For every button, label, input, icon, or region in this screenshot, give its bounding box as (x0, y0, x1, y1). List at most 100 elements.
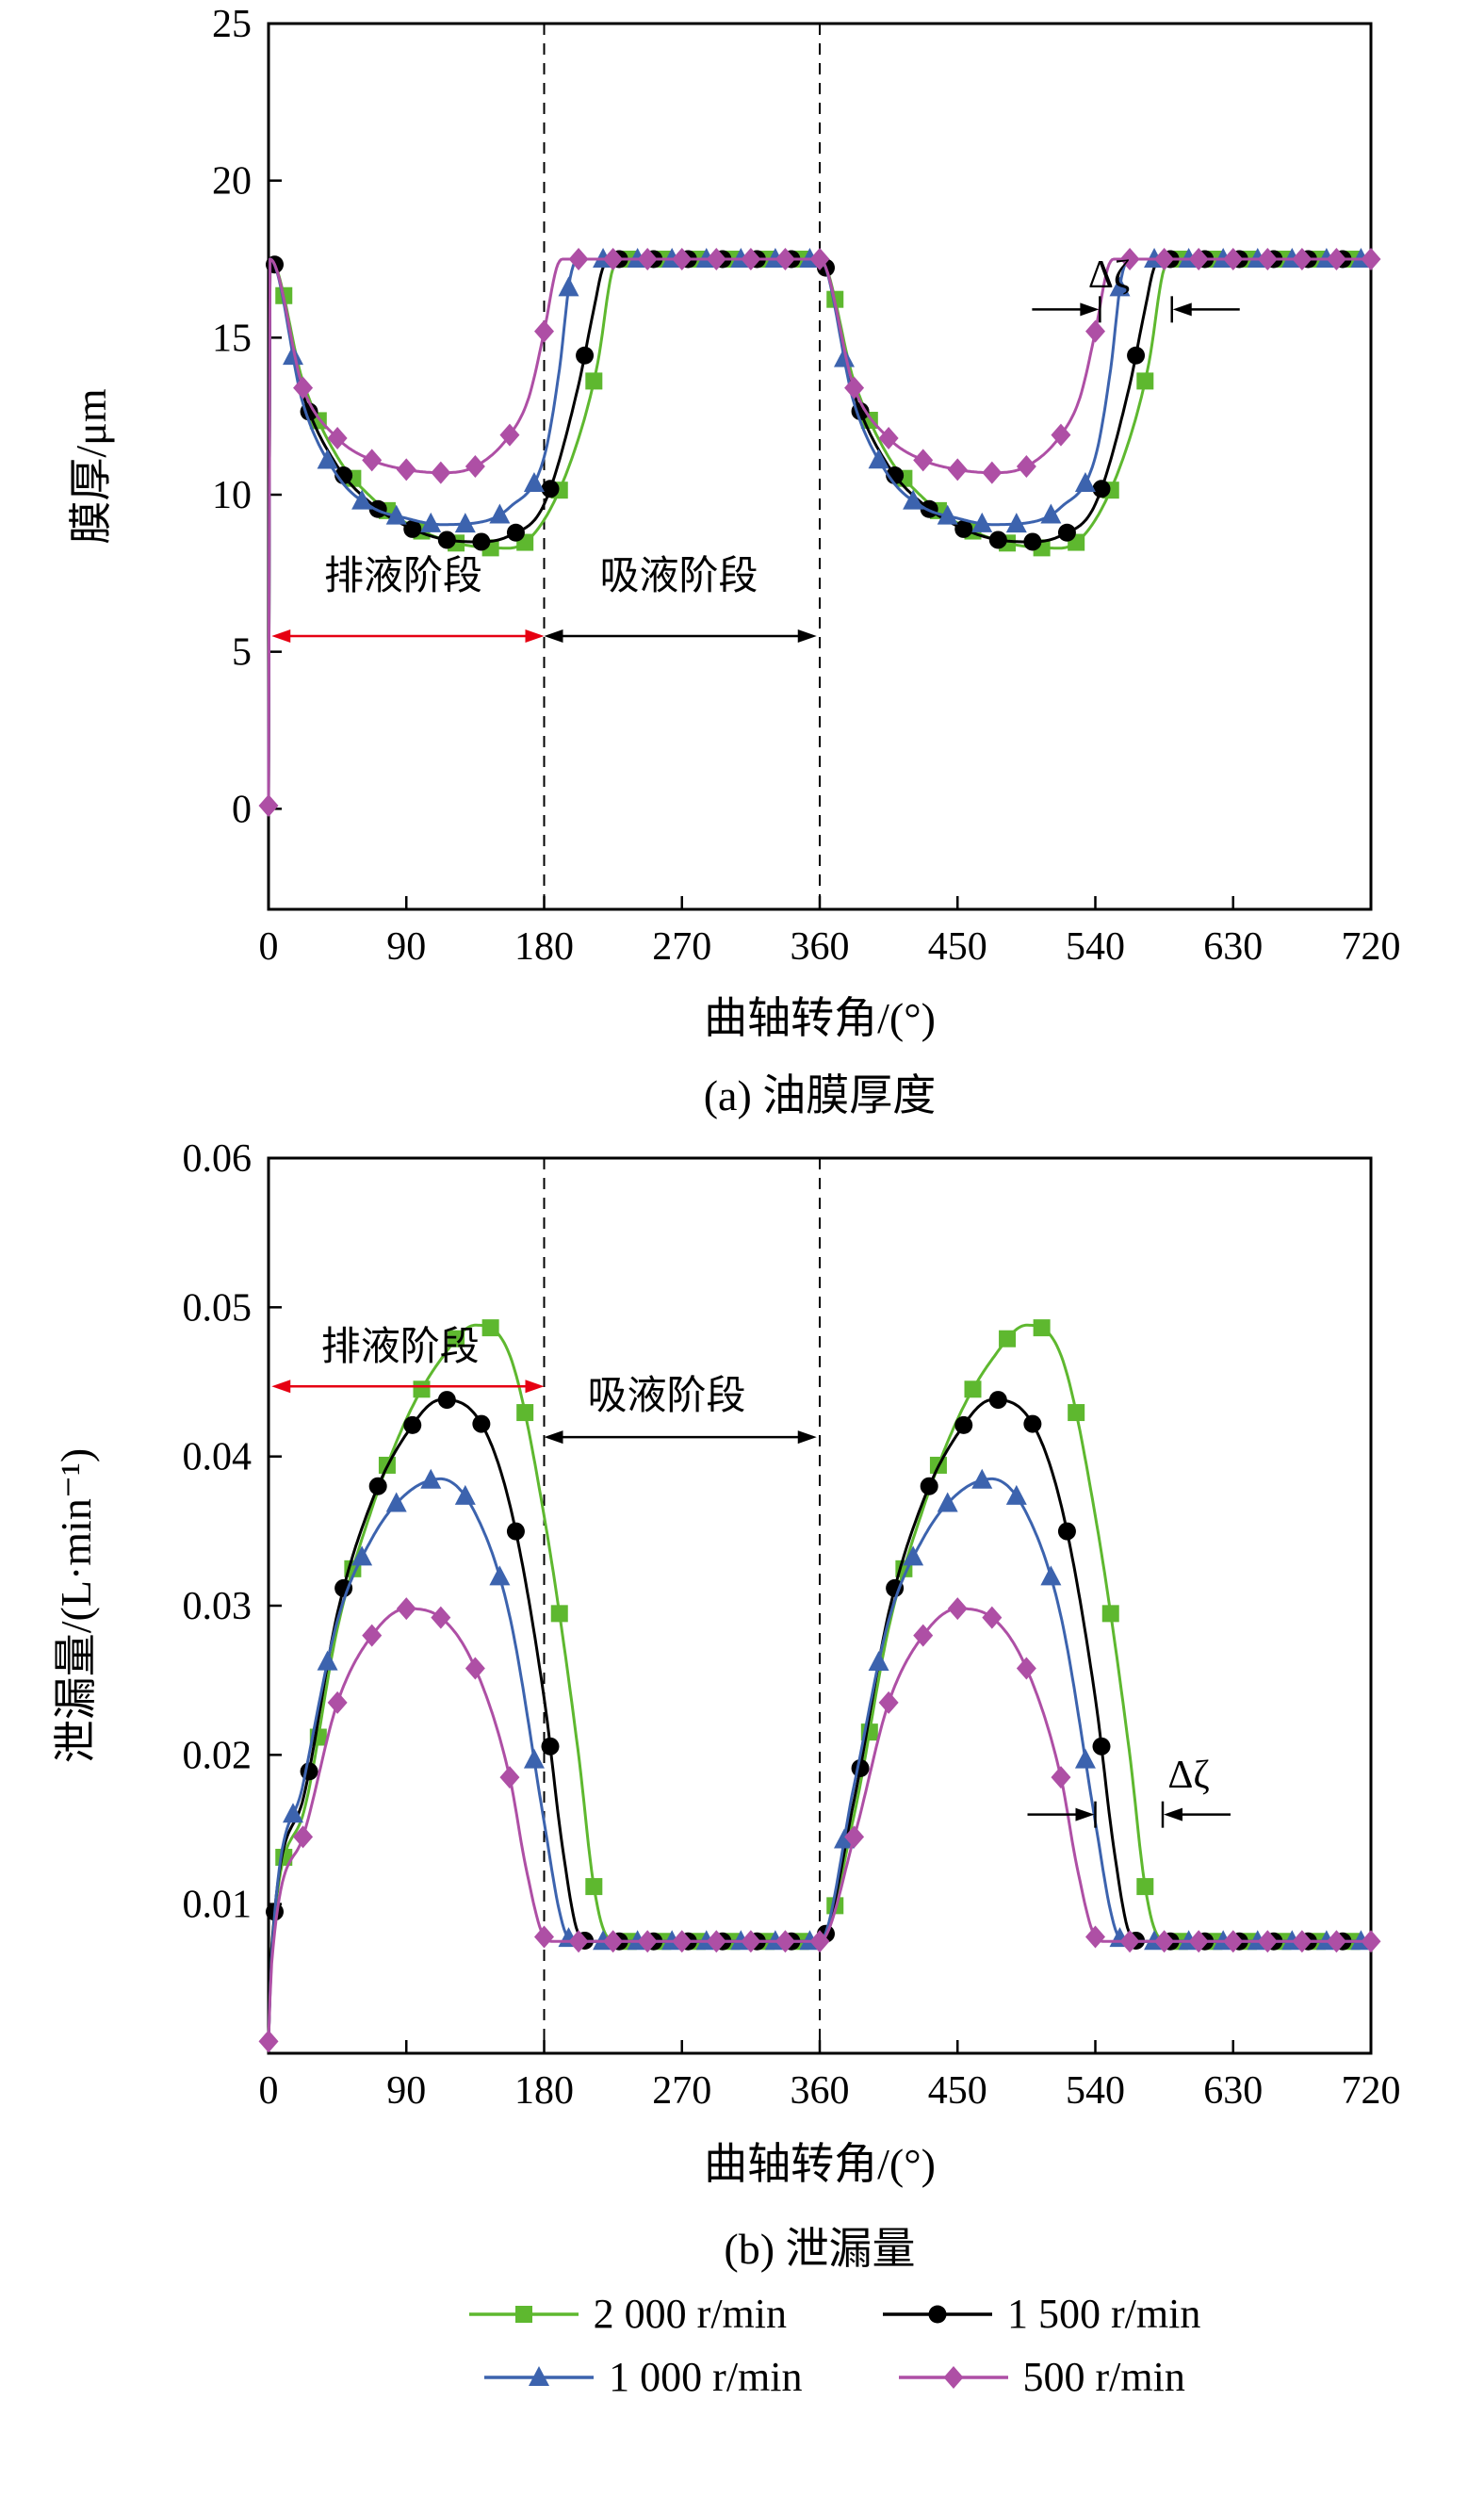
triangle-marker (903, 1545, 924, 1566)
square-marker (413, 1380, 431, 1398)
triangle-marker (937, 1492, 958, 1512)
annotation-label: 吸液阶段 (599, 555, 758, 598)
annotation-label: 排液阶段 (324, 555, 482, 598)
triangle-marker (1005, 1484, 1027, 1505)
triangle-marker (420, 1468, 442, 1489)
triangle-marker (971, 512, 993, 532)
x-tick-label: 90 (386, 925, 426, 969)
y-tick-label: 0 (232, 788, 252, 831)
square-marker (1136, 372, 1154, 390)
diamond-marker (499, 423, 520, 447)
x-tick-label: 450 (928, 925, 987, 969)
circle-marker (541, 480, 560, 498)
square-marker (1068, 1404, 1085, 1422)
circle-marker (954, 1415, 973, 1434)
diamond-marker (706, 248, 726, 270)
diamond-marker (327, 1690, 348, 1714)
film-thickness-chart: 0 90 180 270 360 450 540 630 720 0 5 10 15 20 25 曲轴转角/(… (67, 3, 1401, 1042)
arrowhead (525, 629, 545, 643)
diamond-marker (672, 248, 693, 270)
circle-marker (1023, 532, 1042, 551)
diamond-marker (1016, 455, 1036, 478)
chart-a-figure: 0 90 180 270 360 450 540 630 720 0 5 10 15 20 25 曲轴转角/(… (0, 0, 1484, 1123)
diamond-marker (844, 1825, 865, 1849)
diamond-marker (1051, 1766, 1071, 1789)
diamond-marker (1085, 1925, 1105, 1949)
triangle-legend-sample (484, 2365, 595, 2386)
series-magenta (258, 1597, 1381, 2053)
diamond-marker (741, 1930, 761, 1953)
diamond-marker (809, 248, 830, 270)
x-tick-label: 0 (259, 925, 279, 969)
diamond-marker (1016, 1657, 1036, 1680)
annotation-label: Δζ (1088, 253, 1130, 297)
diamond-marker (1326, 1930, 1346, 1953)
x-tick-label: 180 (514, 2069, 574, 2113)
circle-marker (541, 1737, 560, 1756)
diamond-marker (1154, 248, 1175, 270)
square-marker (585, 1878, 603, 1896)
triangle-marker (1109, 276, 1131, 297)
arrowhead (797, 629, 817, 643)
diamond-marker (1188, 1930, 1209, 1953)
x-tick-label: 540 (1066, 925, 1125, 969)
circle-marker (928, 2305, 947, 2323)
diamond-marker (1292, 248, 1313, 270)
triangle-marker (868, 449, 889, 469)
diamond-marker (982, 1606, 1003, 1629)
circle-marker (368, 1477, 387, 1495)
legend-label: 1 000 r/min (609, 2354, 803, 2400)
diamond-marker (293, 1825, 314, 1849)
diamond-marker (741, 248, 761, 270)
x-axis-label: 曲轴转角/(°) (704, 994, 936, 1042)
diamond-marker (465, 455, 485, 478)
arrowhead (525, 1380, 545, 1394)
legend-item-1-000-r/min: 1 000 r/min (482, 2353, 803, 2401)
x-tick-label: 180 (514, 925, 574, 969)
diamond-marker (775, 1930, 795, 1953)
triangle-marker (523, 471, 545, 492)
chart-b-figure: 0 90 180 270 360 450 540 630 720 0.01 0.02 0.03 0.04… (0, 1125, 1484, 2277)
leakage-chart: 0 90 180 270 360 450 540 630 720 0.01 0.02 0.03 0.04… (52, 1137, 1401, 2188)
y-tick-label: 10 (212, 474, 252, 517)
square-marker (1136, 1878, 1154, 1896)
legend-label: 2 000 r/min (593, 2291, 787, 2337)
y-tick-label: 0.01 (183, 1884, 253, 1927)
triangle-marker (1040, 503, 1062, 524)
square-marker (481, 1319, 499, 1337)
diamond-marker (672, 1930, 693, 1953)
diamond-marker (431, 461, 451, 484)
diamond-marker (396, 1597, 416, 1621)
circle-marker (334, 1578, 353, 1597)
legend-label: 500 r/min (1022, 2354, 1185, 2400)
annotations: 排液阶段 吸液阶段 Δζ (271, 253, 1240, 643)
diamond-marker (568, 248, 589, 270)
x-tick-label: 720 (1342, 2069, 1401, 2113)
diamond-marker (362, 1624, 383, 1647)
circle-marker (506, 1522, 525, 1541)
circle-marker (954, 519, 973, 538)
circle-marker (1092, 480, 1111, 498)
x-tick-label: 90 (386, 2069, 426, 2113)
circle-marker (576, 346, 595, 365)
diamond-marker (603, 1930, 624, 1953)
diamond-marker (1326, 248, 1346, 270)
circle-marker (403, 1415, 422, 1434)
y-tick-label: 0.06 (183, 1137, 253, 1181)
diamond-marker (603, 248, 624, 270)
annotation-label: Δζ (1167, 1754, 1209, 1797)
x-tick-label: 540 (1066, 2069, 1125, 2113)
triangle-marker (523, 1748, 545, 1769)
triangle-marker (489, 503, 511, 524)
triangle-marker (454, 1484, 476, 1505)
triangle-marker (1040, 1565, 1062, 1586)
circle-marker (1127, 346, 1146, 365)
diamond-marker (913, 1624, 934, 1647)
y-tick-label: 0.02 (183, 1734, 253, 1777)
square-marker (999, 1330, 1017, 1347)
y-axis-label: 泄漏量/(L·min⁻¹) (52, 1448, 100, 1763)
triangle-marker (1005, 513, 1027, 533)
arrowhead (797, 1430, 817, 1445)
circle-marker (1057, 1522, 1076, 1541)
circle-marker (988, 1391, 1007, 1410)
